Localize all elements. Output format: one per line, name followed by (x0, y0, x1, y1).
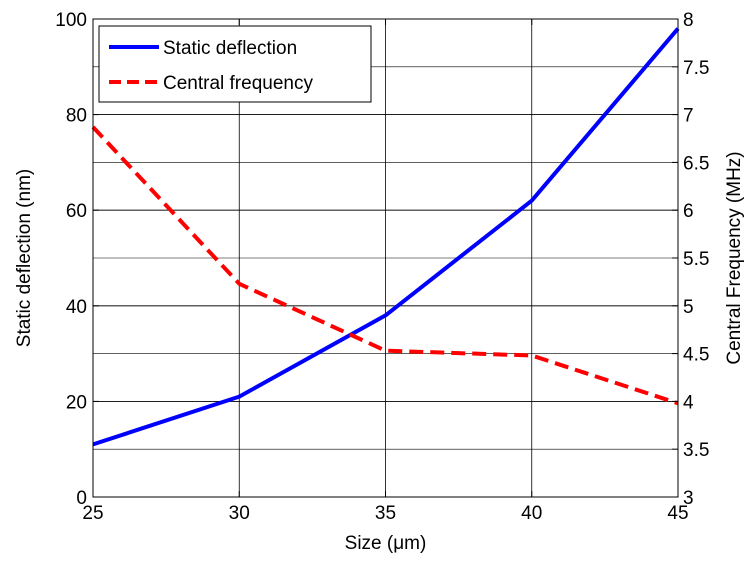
x-tick-label: 30 (229, 503, 250, 524)
legend: Static deflection Central frequency (98, 25, 372, 103)
x-tick-label: 25 (82, 503, 103, 524)
x-tick-label: 35 (375, 503, 396, 524)
y-right-tick-label: 7.5 (683, 58, 709, 79)
y-left-tick-label: 100 (55, 10, 87, 31)
y-right-tick-label: 6 (683, 201, 694, 222)
y-left-tick-label: 0 (76, 488, 87, 509)
y-right-tick-label: 4.5 (683, 345, 709, 366)
y-axis-left-label: Static deflection (nm) (14, 169, 35, 347)
x-tick-label: 40 (521, 503, 542, 524)
y-right-tick-label: 8 (683, 10, 694, 31)
legend-label-static-deflection: Static deflection (163, 38, 297, 59)
series-line-central-frequency (91, 125, 679, 406)
x-axis-label: Size (μm) (345, 533, 427, 554)
grid-lines (93, 19, 678, 497)
y-right-tick-label: 7 (683, 106, 694, 127)
axis-ticks: 25 30 35 40 45 0 20 40 60 80 100 3 3.5 4 4.5 5 5.5 6 6.5 7 7… (55, 10, 709, 524)
y-right-tick-label: 6.5 (683, 153, 709, 174)
y-right-tick-label: 5.5 (683, 249, 709, 270)
legend-label-central-frequency: Central frequency (163, 73, 313, 94)
y-left-tick-label: 20 (66, 392, 87, 413)
y-left-tick-label: 60 (66, 201, 87, 222)
y-left-tick-label: 80 (66, 106, 87, 127)
legend-box (98, 25, 372, 103)
y-axis-right-label: Central Frequency (MHz) (724, 151, 745, 364)
y-right-tick-label: 4 (683, 392, 694, 413)
y-left-tick-label: 40 (66, 297, 87, 318)
y-right-tick-label: 5 (683, 297, 694, 318)
y-right-tick-label: 3.5 (683, 440, 709, 461)
y-right-tick-label: 3 (683, 488, 694, 509)
x-tick-label: 45 (667, 503, 688, 524)
